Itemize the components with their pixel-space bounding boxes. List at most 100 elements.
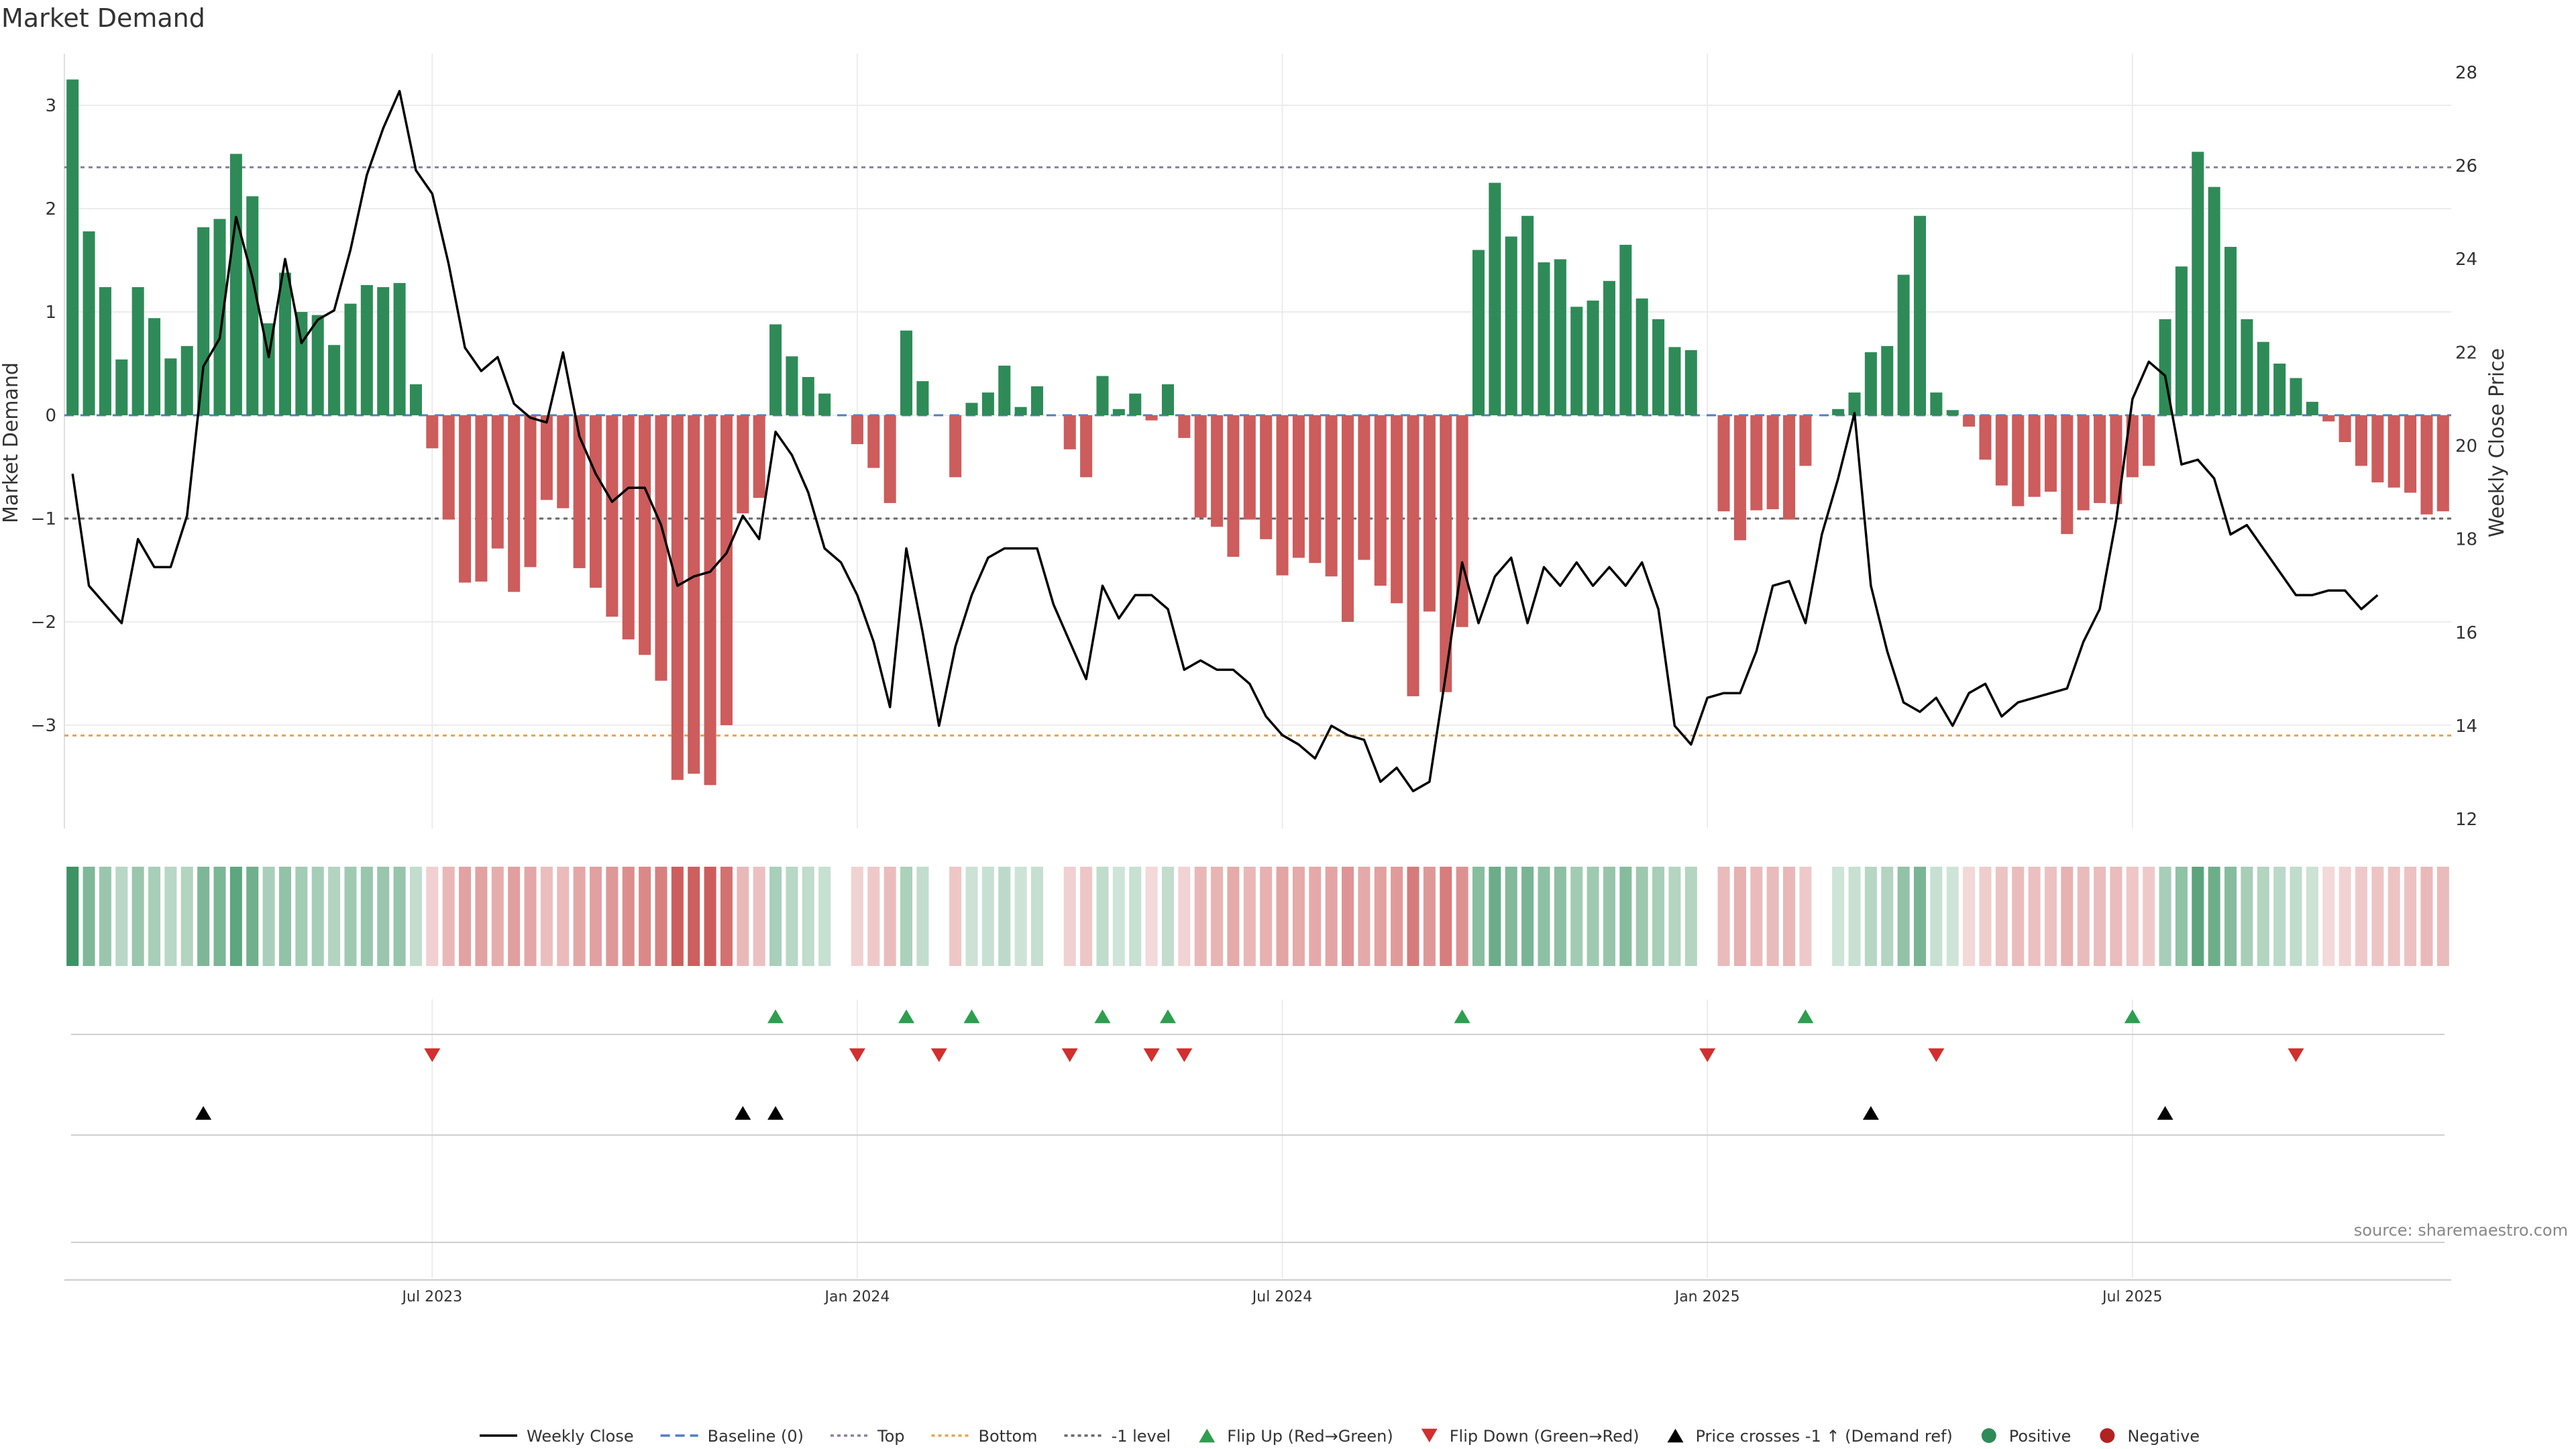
positive-bar <box>328 345 341 415</box>
positive-bar <box>2306 401 2318 415</box>
negative-bar <box>1799 415 1812 466</box>
right-axis-label: Weekly Close Price <box>2485 348 2509 537</box>
negative-bar <box>851 415 863 445</box>
positive-bar <box>1538 262 1550 415</box>
positive-bar <box>2273 364 2286 415</box>
positive-bar <box>2241 319 2253 415</box>
heat-cell <box>246 867 259 966</box>
negative-bar <box>2044 415 2057 492</box>
heat-cell <box>737 867 749 966</box>
heat-cell <box>115 867 128 966</box>
right-tick-label: 18 <box>2455 530 2477 550</box>
heat-cell <box>148 867 161 966</box>
positive-bar <box>1554 259 1566 415</box>
negative-bar <box>2355 415 2367 466</box>
flip-down-marker <box>1699 1048 1716 1063</box>
positive-bar <box>213 219 226 415</box>
positive-bar <box>197 227 210 415</box>
flip-down-marker <box>849 1048 865 1063</box>
x-tick-label: Jan 2024 <box>823 1289 890 1305</box>
positive-bar <box>1096 376 1109 415</box>
heat-cell <box>409 867 422 966</box>
heat-cell <box>1652 867 1665 966</box>
right-tick-label: 16 <box>2455 623 2477 643</box>
negative-bar <box>1194 415 1207 518</box>
heat-cell <box>278 867 292 966</box>
heat-cell <box>1096 867 1109 966</box>
positive-bar <box>1668 347 1681 415</box>
heat-cell <box>2273 867 2286 966</box>
heat-cell <box>524 867 537 966</box>
flip-up-marker <box>963 1009 980 1024</box>
negative-bar <box>622 415 635 640</box>
negative-bar <box>606 415 619 617</box>
price-cross-marker <box>767 1106 784 1120</box>
heat-cell <box>311 867 324 966</box>
positive-bar <box>148 318 161 415</box>
positive-bar <box>1864 352 1877 415</box>
heat-cell <box>1440 867 1452 966</box>
negative-bar <box>491 415 504 549</box>
negative-bar <box>704 415 716 786</box>
price-line-layer <box>71 89 2379 793</box>
heat-cell <box>1472 867 1485 966</box>
negative-bar <box>737 415 749 514</box>
heat-cell <box>1309 867 1322 966</box>
positive-bar <box>769 324 782 415</box>
heat-cell <box>1276 867 1289 966</box>
heat-cell <box>197 867 210 966</box>
heat-cell <box>99 867 111 966</box>
heat-cell <box>671 867 684 966</box>
legend-swatch <box>1199 1428 1216 1443</box>
negative-bar <box>2371 415 2384 483</box>
heat-cell <box>1946 867 1959 966</box>
negative-bar <box>1374 415 1387 586</box>
negative-bar <box>2339 415 2351 443</box>
heat-cell <box>786 867 798 966</box>
x-tick-label: Jul 2023 <box>401 1289 463 1305</box>
positive-bar <box>393 282 406 415</box>
positive-bar <box>229 154 242 415</box>
heat-cell <box>2143 867 2155 966</box>
negative-bar <box>1407 415 1419 696</box>
heat-cell <box>1260 867 1273 966</box>
negative-bar <box>1227 415 1240 557</box>
negative-bar <box>573 415 586 568</box>
heat-cell <box>1668 867 1681 966</box>
flip-down-marker <box>1143 1048 1160 1063</box>
negative-bar <box>720 415 733 725</box>
positive-bar <box>2290 378 2302 415</box>
legend-label: Flip Down (Green→Red) <box>1450 1427 1640 1446</box>
positive-bar <box>311 315 324 415</box>
heat-cell <box>1963 867 1976 966</box>
positive-bar <box>1521 215 1534 415</box>
heat-cell <box>1374 867 1387 966</box>
positive-bar <box>965 402 978 415</box>
negative-bar <box>949 415 962 478</box>
heat-cell <box>1832 867 1845 966</box>
level-lines <box>64 166 2451 737</box>
left-axis-ticks: 3 2 1 0 −1 −2 −3 <box>31 96 56 736</box>
heat-cell <box>1684 867 1697 966</box>
left-tick-label: −1 <box>31 509 56 529</box>
negative-bar <box>2404 415 2417 493</box>
heat-cell <box>2012 867 2025 966</box>
legend-swatch <box>2100 1428 2115 1443</box>
negative-bar <box>1276 415 1289 576</box>
heat-cell <box>1848 867 1861 966</box>
negative-bar <box>1995 415 2008 486</box>
flip-down-marker <box>1061 1048 1078 1063</box>
negative-bar <box>475 415 488 582</box>
positive-bar <box>1881 345 1894 415</box>
heat-cell <box>1292 867 1305 966</box>
heat-cell <box>442 867 455 966</box>
heat-cell <box>1635 867 1648 966</box>
positive-bar <box>1161 384 1174 415</box>
heat-cell <box>1178 867 1191 966</box>
negative-bar <box>1063 415 1076 449</box>
positive-bar <box>1635 298 1648 415</box>
heat-cell <box>2192 867 2204 966</box>
negative-bar <box>688 415 700 774</box>
heat-cell <box>1243 867 1256 966</box>
